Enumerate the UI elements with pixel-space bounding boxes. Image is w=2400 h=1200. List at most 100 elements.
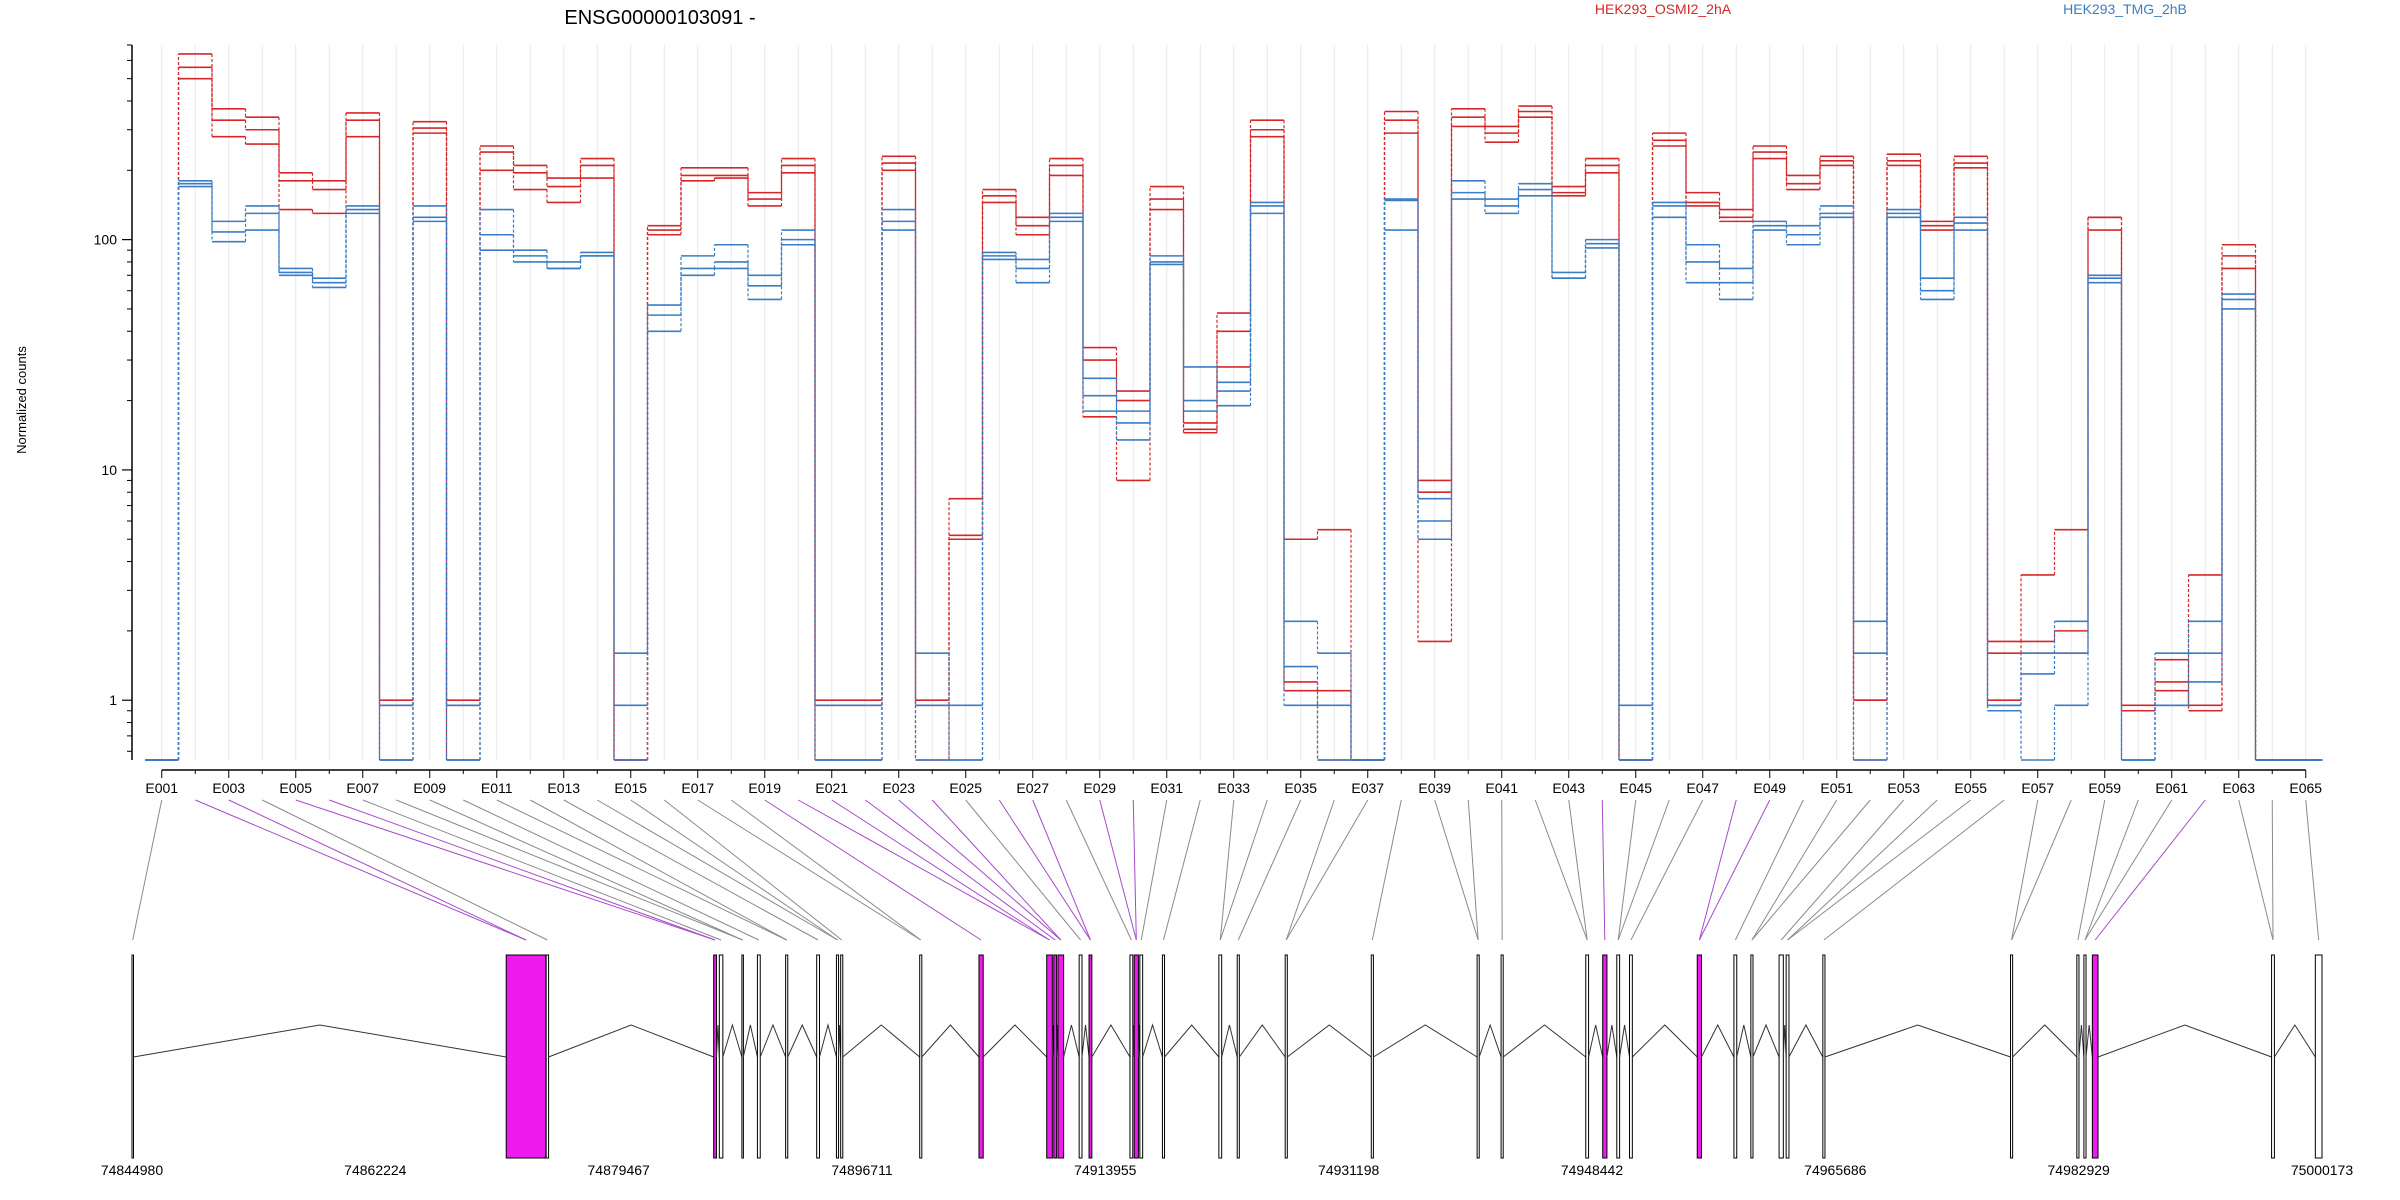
x-tick-label-e013: E013 [547, 780, 580, 796]
connector-e051 [1751, 799, 1838, 941]
exon-11 [840, 954, 844, 1159]
genomic-coordinate-label: 74965686 [1804, 1162, 1867, 1178]
x-tick-label-e065: E065 [2289, 780, 2322, 796]
connector-e030 [1132, 799, 1137, 941]
intron [1502, 1024, 1587, 1058]
x-tick-label-e007: E007 [346, 780, 379, 796]
connector-e063 [2238, 799, 2274, 941]
connector-e020 [798, 799, 1050, 941]
connector-e023 [898, 799, 1062, 941]
connector-e057 [2011, 799, 2039, 941]
exon-43 [2271, 954, 2275, 1159]
connector-e062 [2094, 799, 2206, 941]
exon-36 [1778, 954, 1784, 1159]
chart-title: ENSG00000103091 - [564, 7, 755, 29]
connector-e056 [1823, 799, 2005, 941]
exon-44 [2314, 954, 2323, 1159]
x-tick-label-e035: E035 [1284, 780, 1317, 796]
connector-e060 [2084, 799, 2139, 941]
plot-axes: 1 10 100 E001 E003 E005 E007 E009 E011 E013 E015 E0… [94, 44, 2322, 796]
genomic-coordinate-label: 74896711 [831, 1162, 892, 1178]
intron [1619, 1024, 1631, 1058]
exon-2 [505, 954, 547, 1159]
exon-20 [1133, 954, 1139, 1159]
x-tick-label-e039: E039 [1418, 780, 1451, 796]
connector-e003 [228, 799, 527, 941]
x-tick-label-e005: E005 [279, 780, 312, 796]
x-tick-label-e041: E041 [1485, 780, 1518, 796]
intron [982, 1024, 1048, 1058]
connector-e064 [2271, 799, 2274, 941]
connector-e037 [1285, 799, 1369, 941]
x-tick-label-e057: E057 [2021, 780, 2054, 796]
connector-e035 [1237, 799, 1302, 941]
connector-e034 [1219, 799, 1268, 941]
connector-e017 [697, 799, 922, 941]
intron [1081, 1024, 1090, 1058]
intron [819, 1023, 837, 1058]
x-tick-label-e029: E029 [1083, 780, 1116, 796]
connector-e043 [1568, 799, 1588, 941]
connector-e061 [2084, 799, 2173, 941]
x-tick-label-e047: E047 [1686, 780, 1719, 796]
x-tick-label-e043: E043 [1552, 780, 1585, 796]
connector-e055 [1787, 799, 1972, 941]
connector-e025 [965, 799, 1081, 941]
intron [1238, 1024, 1286, 1058]
x-tick-label-e045: E045 [1619, 780, 1652, 796]
intron [1287, 1024, 1372, 1058]
intron [1824, 1024, 2011, 1058]
connector-e014 [596, 799, 838, 941]
exon-30 [1602, 954, 1608, 1159]
connector-e011 [496, 799, 787, 941]
intron [1752, 1023, 1780, 1058]
genomic-coordinate-label: 74862224 [344, 1162, 407, 1178]
connector-e039 [1434, 799, 1479, 941]
x-tick-label-e059: E059 [2088, 780, 2121, 796]
y-tick-label: 10 [101, 462, 117, 478]
connector-e021 [831, 799, 1050, 941]
genomic-coordinate-label: 74913955 [1074, 1162, 1137, 1178]
intron [1701, 1023, 1735, 1058]
exon-1 [131, 954, 134, 1159]
exon-connectors [132, 799, 2320, 941]
exon-16 [1057, 954, 1065, 1159]
connector-e038 [1371, 799, 1402, 941]
connector-e036 [1285, 799, 1335, 941]
genomic-coordinate-label: 74982929 [2048, 1162, 2111, 1178]
x-tick-label-e037: E037 [1351, 780, 1384, 796]
x-tick-label-e015: E015 [614, 780, 647, 796]
connector-e026 [998, 799, 1091, 941]
genomic-coordinate-label: 75000173 [2291, 1162, 2354, 1178]
connector-e033 [1219, 799, 1235, 941]
connector-e049 [1698, 799, 1771, 941]
intron [1588, 1024, 1604, 1058]
connector-e031 [1140, 799, 1168, 941]
connector-e010 [463, 799, 760, 941]
x-tick-label-e025: E025 [949, 780, 982, 796]
intron [2273, 1024, 2316, 1058]
intron [2012, 1024, 2078, 1058]
connector-e009 [429, 799, 743, 941]
exon-18 [1088, 954, 1093, 1159]
x-tick-label-e031: E031 [1150, 780, 1183, 796]
intron [2085, 1024, 2093, 1058]
exon-21 [1139, 954, 1144, 1159]
connector-e054 [1787, 799, 1938, 941]
x-tick-label-e051: E051 [1820, 780, 1853, 796]
intron [742, 1024, 758, 1058]
x-tick-label-e001: E001 [145, 780, 178, 796]
intron [1478, 1023, 1502, 1058]
intron [842, 1024, 921, 1058]
intron [548, 1024, 714, 1058]
intron [2078, 1024, 2085, 1058]
intron [133, 1024, 507, 1058]
connector-e006 [329, 799, 716, 941]
exon-22 [1161, 954, 1166, 1159]
x-tick-label-e049: E049 [1753, 780, 1786, 796]
intron [759, 1023, 787, 1058]
x-tick-label-e003: E003 [212, 780, 245, 796]
connector-e004 [262, 799, 548, 941]
y-axis-label: Normalized counts [14, 346, 29, 454]
exon-38 [1822, 954, 1826, 1159]
